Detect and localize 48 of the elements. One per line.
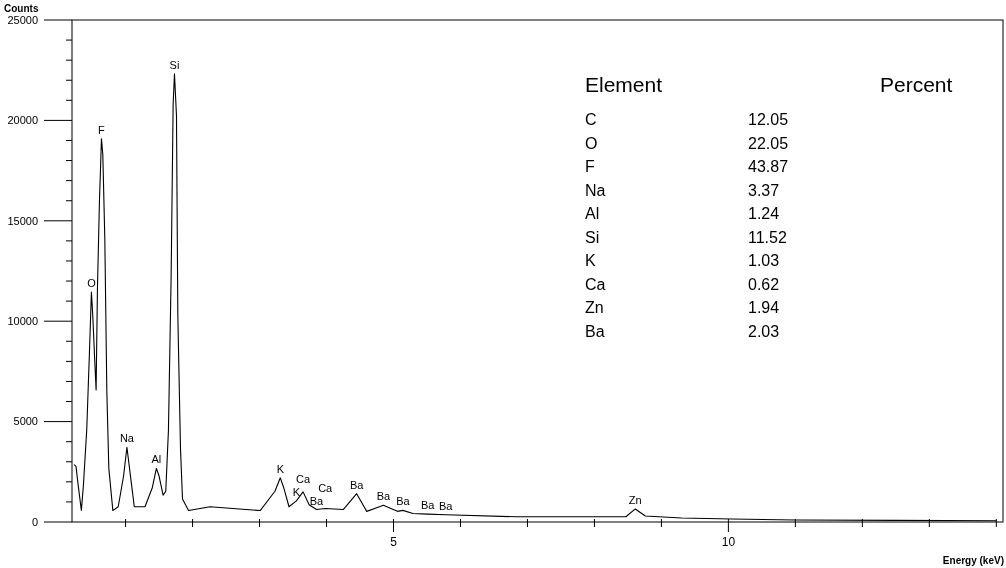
annotation: Si (169, 58, 180, 71)
annotation: O (87, 277, 97, 290)
x-tick-label: 5 (390, 535, 398, 549)
annotation: F (585, 158, 595, 175)
annotation: O (585, 134, 598, 152)
y-tick-label: 20000 (7, 114, 38, 127)
annotation: 0.62 (748, 275, 780, 293)
annotation: Na (585, 181, 606, 199)
y-tick-label: 10000 (7, 315, 38, 328)
y-tick-label: 5000 (13, 415, 38, 428)
annotation: Al (151, 453, 162, 466)
annotation: Al (585, 205, 600, 222)
annotation: C (585, 111, 597, 128)
annotation: Na (119, 432, 135, 445)
annotation: 1.24 (748, 205, 780, 222)
annotation: 12.05 (748, 111, 789, 128)
annotation: Ba (585, 322, 605, 340)
annotation: Percent (880, 73, 953, 96)
annotation: 1.94 (748, 299, 780, 316)
annotation: Si (585, 228, 600, 246)
x-axis-title: Energy (keV) (942, 555, 1004, 566)
annotation: 3.37 (748, 181, 780, 199)
annotation: Ba (420, 499, 436, 512)
annotation: Ba (439, 499, 454, 512)
annotation: 22.05 (748, 134, 789, 152)
y-axis-title: Counts (4, 3, 39, 14)
annotation: Ba (349, 478, 365, 491)
annotation: Ca (585, 275, 606, 293)
y-tick-label: 25000 (7, 13, 38, 26)
annotation: Ca (318, 481, 334, 494)
annotation: 43.87 (748, 158, 789, 175)
annotation: K (276, 462, 285, 475)
annotation: Ba (309, 494, 325, 507)
annotation: Ba (396, 495, 411, 508)
y-tick-label: 15000 (7, 214, 38, 227)
x-tick-label: 10 (721, 535, 736, 549)
annotation: Ca (296, 472, 311, 485)
annotation: 2.03 (748, 322, 780, 340)
y-tick-label: 0 (31, 515, 38, 528)
annotation: Zn (628, 493, 642, 506)
annotation: K (585, 252, 596, 269)
annotation: K (292, 485, 301, 498)
annotation: Ba (376, 490, 392, 503)
annotation: Element (585, 73, 663, 96)
annotation: F (98, 123, 106, 136)
annotation: 1.03 (748, 252, 780, 269)
annotation: 11.52 (748, 228, 787, 246)
annotation: Zn (585, 299, 604, 316)
